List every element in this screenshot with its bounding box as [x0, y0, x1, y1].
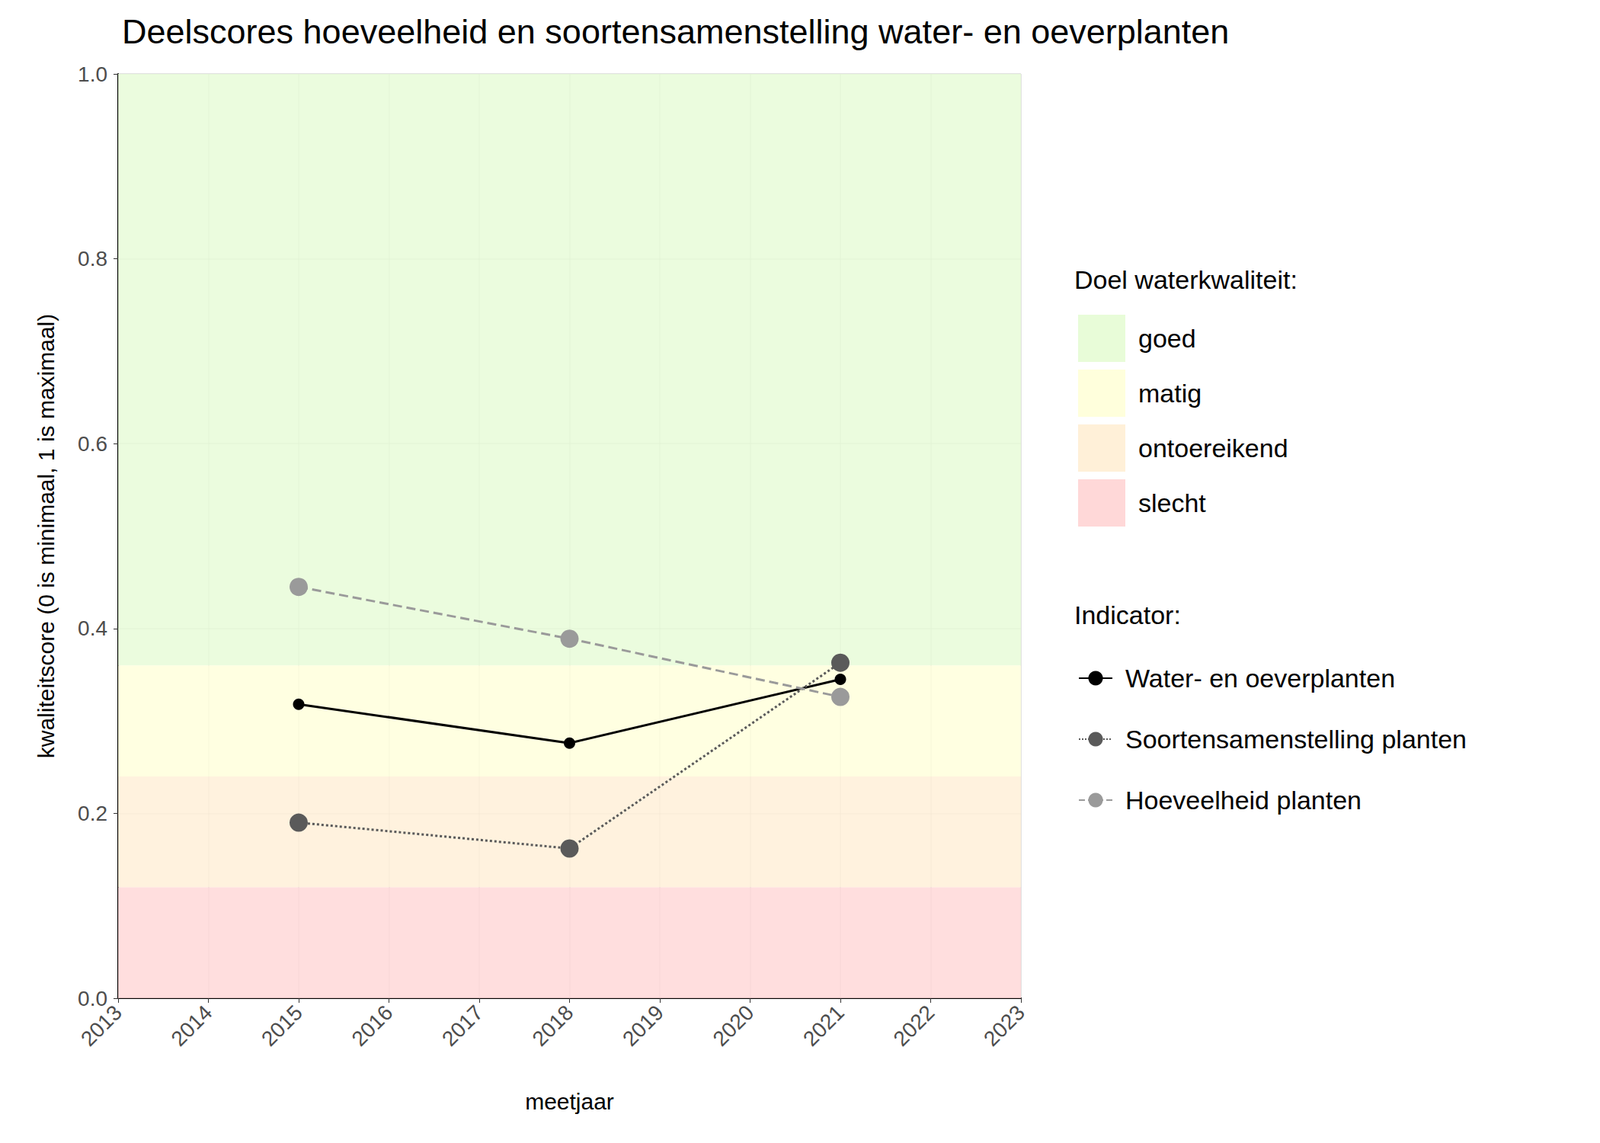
svg-text:2021: 2021 [798, 1000, 849, 1051]
svg-text:2023: 2023 [979, 1000, 1030, 1051]
svg-text:0.6: 0.6 [77, 432, 108, 456]
svg-text:0.4: 0.4 [77, 616, 108, 640]
svg-text:matig: matig [1138, 378, 1202, 408]
svg-text:2017: 2017 [437, 1000, 488, 1051]
svg-text:Water- en oeverplanten: Water- en oeverplanten [1125, 663, 1396, 693]
svg-text:Indicator:: Indicator: [1074, 600, 1181, 630]
svg-text:Soortensamenstelling planten: Soortensamenstelling planten [1125, 724, 1467, 754]
svg-text:2022: 2022 [889, 1000, 940, 1051]
svg-text:2015: 2015 [256, 1000, 308, 1051]
svg-text:0.2: 0.2 [77, 801, 108, 826]
svg-text:2019: 2019 [617, 1000, 669, 1051]
svg-text:0.8: 0.8 [77, 246, 108, 271]
svg-text:2014: 2014 [166, 1000, 218, 1051]
svg-text:meetjaar: meetjaar [524, 1088, 615, 1114]
svg-text:Doel waterkwaliteit:: Doel waterkwaliteit: [1074, 265, 1298, 295]
svg-text:1.0: 1.0 [77, 62, 108, 87]
svg-text:2013: 2013 [76, 1000, 127, 1051]
svg-text:Deelscores hoeveelheid en soor: Deelscores hoeveelheid en soortensamenst… [121, 12, 1229, 52]
svg-text:2016: 2016 [347, 1000, 398, 1051]
svg-text:goed: goed [1138, 323, 1197, 353]
svg-text:0.0: 0.0 [77, 986, 108, 1010]
svg-text:slecht: slecht [1138, 488, 1207, 518]
svg-text:ontoereikend: ontoereikend [1138, 433, 1289, 463]
svg-text:kwaliteitscore (0 is minimaal,: kwaliteitscore (0 is minimaal, 1 is maxi… [33, 313, 59, 759]
svg-text:2018: 2018 [528, 1000, 579, 1051]
svg-text:Hoeveelheid planten: Hoeveelheid planten [1125, 785, 1362, 815]
svg-text:2020: 2020 [708, 1000, 759, 1051]
